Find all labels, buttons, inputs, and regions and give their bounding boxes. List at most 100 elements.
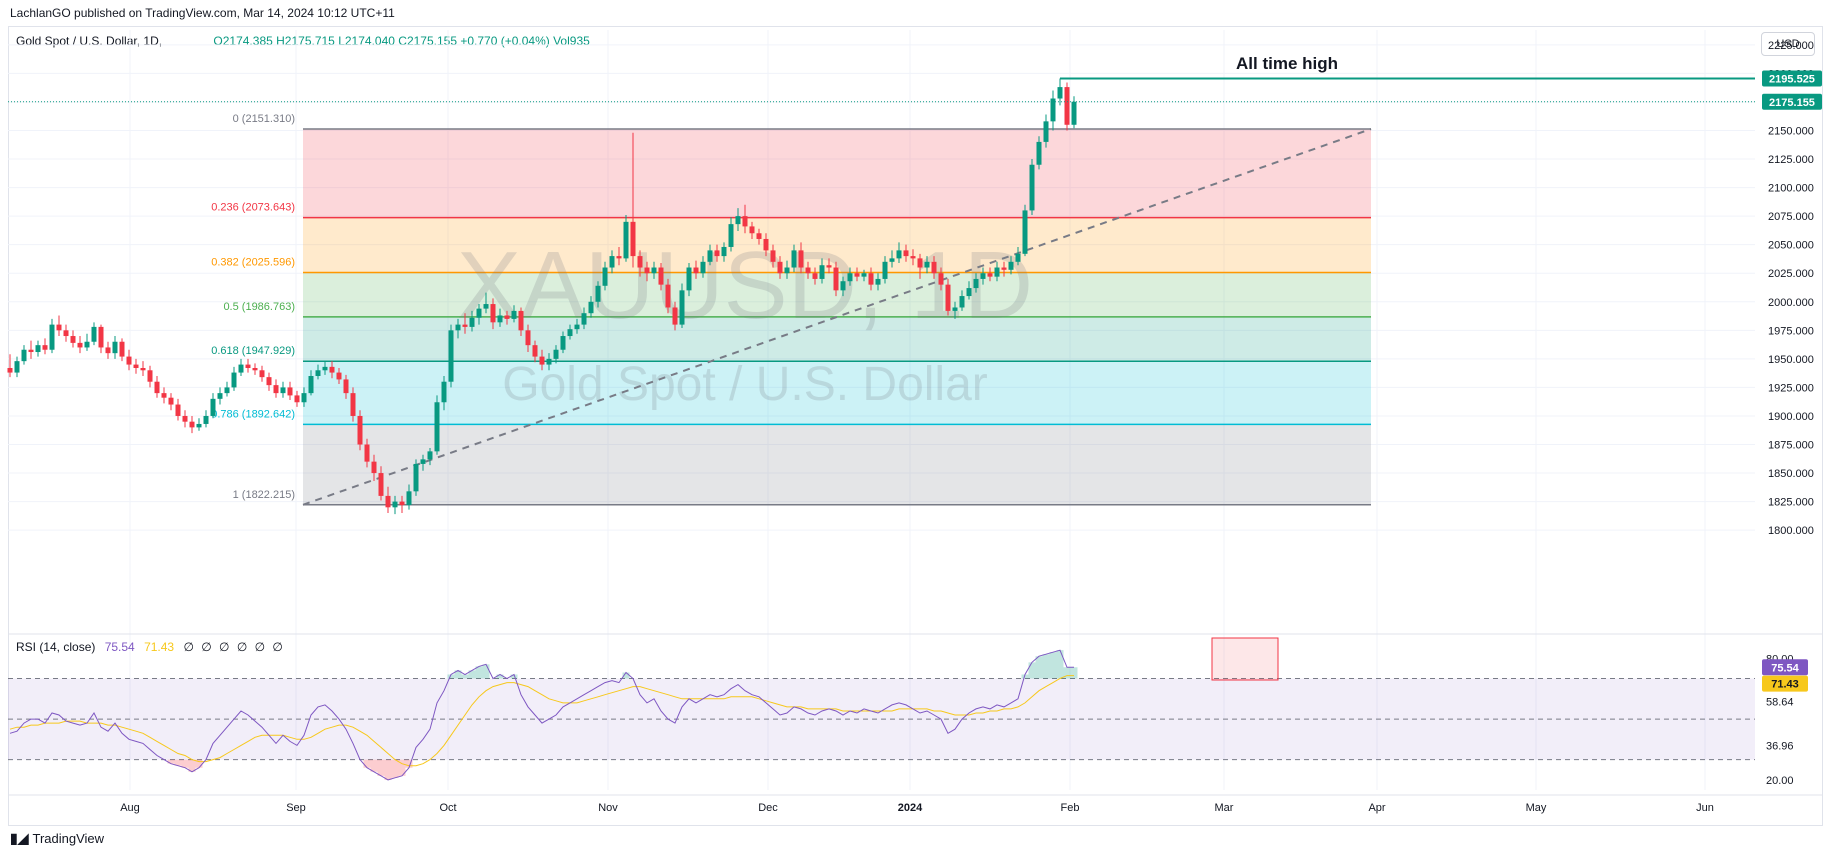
candle-body [105, 347, 111, 354]
candle-body [861, 273, 867, 277]
candle-body [931, 261, 937, 274]
candle-body [476, 308, 482, 318]
candle-body [847, 273, 853, 282]
currency-button[interactable]: USD [1761, 32, 1815, 56]
time-axis-tick: Dec [758, 802, 778, 814]
candle-body [343, 379, 349, 394]
candle-body [266, 377, 272, 386]
candle-body [994, 267, 1000, 277]
fib-zone [303, 128, 1371, 218]
candle-body [637, 256, 643, 268]
candle-body [238, 364, 244, 373]
tradingview-logo-icon: ▮◢ [10, 830, 29, 846]
candle-body [483, 304, 489, 309]
candle-body [791, 250, 797, 268]
candle-body [707, 250, 713, 262]
candle-body [714, 250, 720, 257]
candle-body [518, 310, 524, 331]
candle-body [98, 326, 104, 348]
tradingview-logo[interactable]: ▮◢ TradingView [10, 830, 104, 847]
fib-level-label: 0.382 (2025.596) [211, 257, 295, 269]
candle-body [49, 324, 55, 350]
candle-body [126, 356, 132, 365]
rsi-value-label: 75.54 [1771, 662, 1799, 674]
candle-body [175, 404, 181, 416]
rsi-line [9, 649, 1074, 781]
price-axis-tick: 1925.000 [1768, 382, 1814, 394]
rsi-axis-tick: 36.96 [1766, 740, 1794, 752]
candle-body [1029, 164, 1035, 211]
candle-body [252, 368, 258, 371]
candle-body [77, 342, 83, 348]
candle-body [882, 261, 888, 279]
watermark-name: Gold Spot / U.S. Dollar [502, 358, 988, 411]
candle-body [910, 256, 916, 259]
rsi-label[interactable]: RSI (14, close) [16, 640, 96, 654]
candle-body [980, 273, 986, 279]
candle-body [784, 267, 790, 274]
candle-body [70, 336, 76, 343]
candle-body [364, 444, 370, 462]
candle-body [553, 349, 559, 359]
price-axis-tick: 2000.000 [1768, 297, 1814, 309]
candle-body [392, 501, 398, 508]
candle-body [1036, 141, 1042, 165]
price-axis-tick: 2050.000 [1768, 240, 1814, 252]
candle-body [329, 366, 335, 373]
candle-body [357, 415, 363, 445]
candle-body [609, 256, 615, 268]
candle-body [756, 233, 762, 239]
candle-body [413, 463, 419, 492]
candle-body [63, 330, 69, 337]
candle-body [777, 261, 783, 274]
candle-body [672, 307, 678, 325]
fib-level-label: 0.236 (2073.643) [211, 202, 295, 214]
candle-body [147, 370, 153, 382]
candle-body [420, 459, 426, 464]
candle-body [1043, 121, 1049, 142]
candle-body [21, 349, 27, 362]
rsi-value-label-box [1762, 659, 1808, 676]
rsi-axis-tick: 58.64 [1766, 697, 1794, 709]
candle-body [504, 315, 510, 319]
time-axis-tick: Apr [1368, 802, 1385, 814]
chart-frame [8, 26, 1823, 826]
candle-body [763, 238, 769, 251]
rsi-extra-values: ∅ ∅ ∅ ∅ ∅ ∅ [183, 640, 285, 654]
candle-body [952, 307, 958, 311]
candle-body [833, 267, 839, 291]
candle-body [917, 258, 923, 268]
fib-level-label: 0 (2151.310) [233, 113, 295, 125]
rsi-value: 75.54 [104, 640, 135, 654]
fib-zone [303, 361, 1371, 425]
candle-body [581, 313, 587, 325]
price-axis-tick: 2100.000 [1768, 183, 1814, 195]
candle-body [560, 336, 566, 350]
candle-body [434, 402, 440, 452]
candle-body [945, 284, 951, 311]
price-label: 2195.525 [1769, 74, 1815, 86]
candle-body [749, 226, 755, 234]
brand-text: TradingView [32, 831, 105, 846]
candle-body [1050, 98, 1056, 122]
candle-body [56, 324, 62, 331]
watermark-symbol: XAUUSD, 1D [457, 232, 1033, 339]
candle-body [154, 381, 160, 394]
price-axis-tick: 2025.000 [1768, 268, 1814, 280]
candle-body [651, 267, 657, 274]
price-label-box [1762, 93, 1822, 110]
candle-body [644, 267, 650, 274]
candle-body [308, 375, 314, 394]
candle-body [399, 501, 405, 506]
rsi-legend: RSI (14, close) 75.54 71.43 ∅ ∅ ∅ ∅ ∅ ∅ [16, 640, 285, 654]
candle-body [623, 221, 629, 259]
price-axis-tick: 1800.000 [1768, 525, 1814, 537]
candle-body [805, 267, 811, 274]
candle-body [875, 278, 881, 285]
candle-body [588, 301, 594, 314]
candle-body [280, 387, 286, 394]
candle-body [245, 364, 251, 369]
candle-body [406, 491, 412, 506]
fib-zone [303, 424, 1371, 505]
